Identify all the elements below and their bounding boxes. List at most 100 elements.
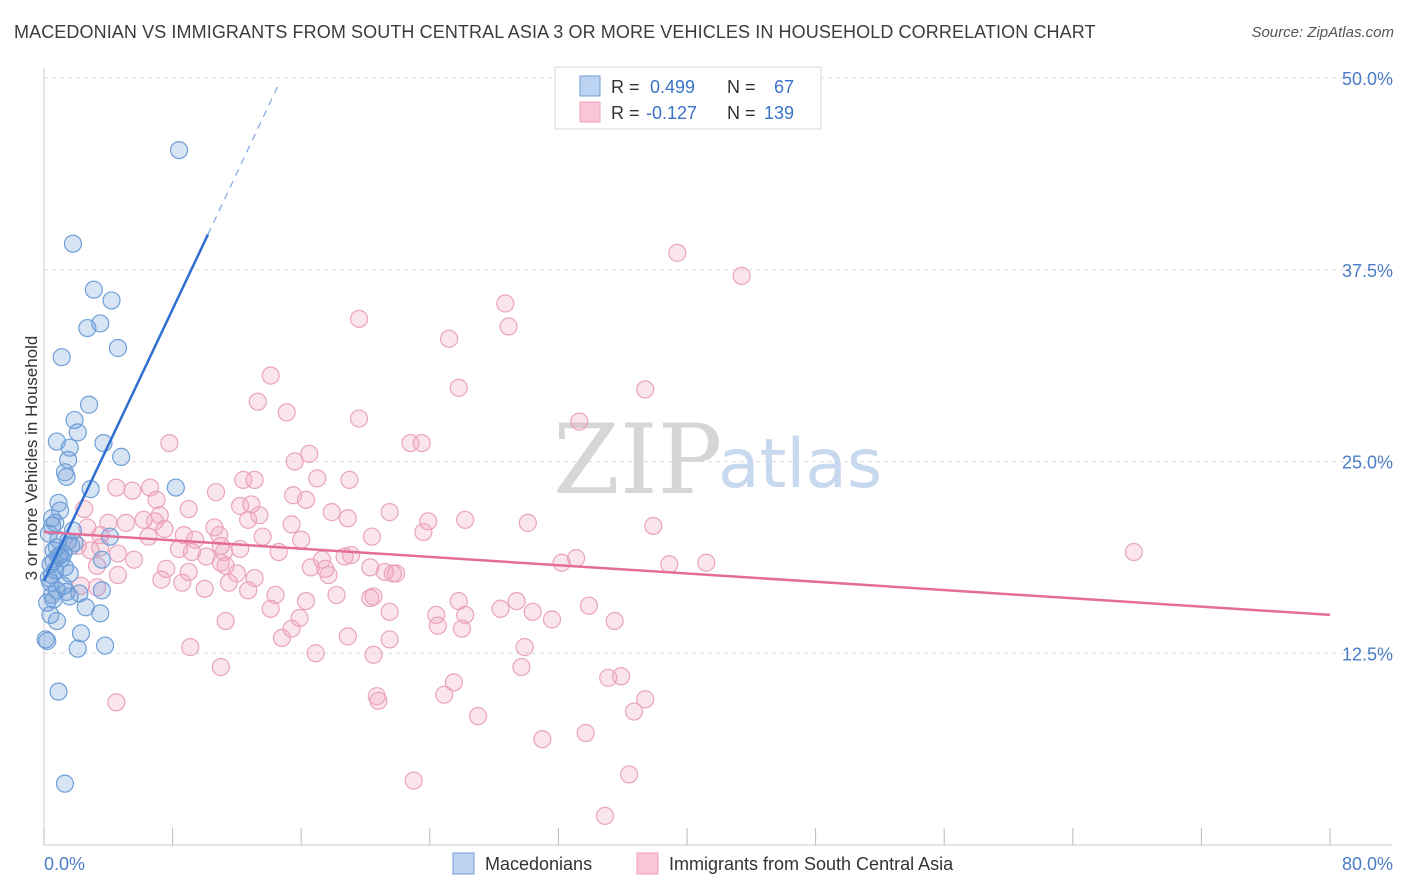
blue-point-48	[92, 581, 111, 600]
pink-point-46	[239, 510, 258, 529]
x-tick-label-min: 0.0%	[44, 854, 85, 874]
pink-point-104	[327, 585, 346, 605]
blue-point-62	[55, 774, 74, 793]
legend-n-value-1: 67	[774, 77, 794, 97]
pink-point-129	[364, 645, 383, 664]
pink-point-2	[496, 294, 515, 313]
pink-point-67	[231, 539, 250, 559]
pink-point-121	[452, 619, 472, 638]
pink-point-134	[444, 673, 464, 692]
watermark-zip: ZIP	[553, 404, 722, 516]
pink-point-77	[566, 549, 586, 568]
pink-point-24	[123, 481, 142, 500]
pink-point-25	[147, 490, 166, 509]
bottom-legend-swatch-blue	[452, 852, 475, 875]
legend-r-label-2: R =	[611, 103, 640, 123]
pink-point-81	[87, 556, 107, 575]
pink-point-138	[636, 690, 655, 709]
blue-point-20	[49, 493, 68, 513]
y-axis-label: 3 or more Vehicles in Household	[22, 336, 41, 581]
pink-point-19	[245, 470, 264, 490]
x-tick-label-max: 80.0%	[1342, 854, 1393, 874]
pink-point-56	[362, 527, 382, 546]
pink-point-76	[552, 553, 571, 572]
pink-point-126	[515, 638, 534, 657]
pink-point-99	[87, 578, 107, 597]
pink-point-83	[179, 562, 198, 582]
trend-line-pink	[43, 530, 1331, 617]
blue-point-10	[68, 423, 87, 442]
bottom-legend-label-blue: Macedonians	[485, 854, 592, 874]
pink-point-128	[306, 644, 325, 663]
pink-point-94	[319, 565, 338, 585]
pink-point-13	[160, 433, 179, 453]
blue-point-17	[57, 467, 76, 486]
watermark-atlas: atlas	[718, 425, 882, 504]
pink-point-109	[579, 596, 599, 615]
blue-point-1	[63, 234, 83, 253]
blue-point-59	[68, 639, 87, 658]
legend-n-value-2: 139	[764, 103, 794, 123]
pink-point-26	[206, 483, 226, 502]
pink-point-20	[340, 470, 359, 490]
pink-point-142	[576, 723, 595, 743]
pink-point-91	[108, 565, 128, 585]
blue-point-5	[91, 314, 110, 333]
pink-point-125	[272, 628, 292, 648]
pink-point-48	[414, 522, 433, 542]
pink-point-7	[449, 378, 468, 397]
pink-point-118	[428, 616, 447, 635]
pink-point-145	[620, 765, 639, 784]
series-pink-points	[68, 243, 1143, 825]
pink-point-122	[605, 611, 624, 631]
pink-point-15	[412, 433, 431, 453]
pink-point-86	[301, 558, 320, 577]
pink-point-3	[499, 317, 518, 336]
blue-point-2	[84, 280, 103, 299]
y-tick-label-1: 25.0%	[1342, 453, 1393, 473]
pink-point-103	[266, 585, 285, 605]
blue-point-7	[52, 348, 71, 367]
pink-point-108	[507, 591, 526, 611]
pink-point-40	[116, 513, 136, 532]
blue-point-19	[166, 478, 185, 497]
legend-n-label-2: N =	[727, 103, 756, 123]
pink-point-34	[322, 503, 341, 522]
pink-point-9	[248, 392, 267, 411]
legend-n-label-1: N =	[727, 77, 756, 97]
pink-point-144	[404, 771, 423, 790]
pink-point-22	[107, 478, 126, 497]
pink-point-110	[261, 599, 280, 618]
pink-point-124	[380, 630, 399, 649]
pink-point-8	[636, 380, 655, 399]
bottom-legend-swatch-pink	[636, 852, 659, 875]
series-blue-points	[36, 140, 189, 793]
grid-lines	[44, 77, 1392, 654]
watermark: ZIP atlas	[553, 404, 882, 516]
blue-point-65	[50, 501, 70, 520]
trend-line-blue	[42, 233, 210, 582]
pink-point-5	[439, 329, 459, 348]
pink-point-51	[139, 527, 158, 546]
bottom-legend-label-pink: Immigrants from South Central Asia	[669, 854, 954, 874]
legend-box: R = 0.499 N = 67 R = -0.127 N = 139	[554, 66, 822, 130]
pink-point-80	[1124, 542, 1143, 562]
pink-point-71	[124, 550, 144, 569]
pink-point-47	[282, 515, 301, 534]
y-tick-labels: 12.5% 25.0% 37.5% 50.0%	[1342, 69, 1393, 664]
pink-point-96	[173, 573, 192, 592]
pink-point-16	[300, 444, 319, 463]
pink-point-114	[456, 605, 475, 625]
pink-point-10	[277, 403, 296, 422]
blue-point-8	[79, 395, 99, 414]
pink-point-11	[349, 409, 369, 428]
pink-point-73	[211, 553, 230, 572]
pink-point-78	[660, 555, 679, 574]
pink-point-42	[145, 512, 165, 531]
blue-point-14	[112, 447, 131, 466]
pink-point-131	[512, 657, 531, 677]
pink-point-70	[108, 544, 128, 563]
pink-point-130	[211, 657, 230, 677]
pink-point-38	[456, 510, 475, 529]
